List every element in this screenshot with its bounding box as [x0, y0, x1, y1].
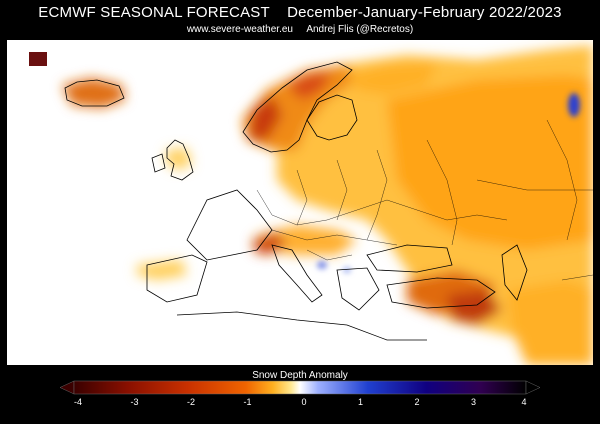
border-line-7 [546, 119, 578, 241]
central-asia-field [507, 280, 593, 365]
colorbar-tick: -1 [243, 397, 252, 407]
colorbar-tick: 3 [470, 397, 476, 407]
colorbar-tick: 0 [301, 397, 307, 407]
positive-anomaly [317, 93, 580, 273]
alps-west-field [252, 232, 287, 255]
legend-title: Snow Depth Anomaly [252, 370, 348, 381]
balkans-positive [317, 261, 327, 269]
source-url: www.severe-weather.eu [186, 24, 293, 35]
iberia-outline [146, 254, 208, 303]
border-line-8 [476, 179, 593, 191]
colorbar-tick: -2 [186, 397, 195, 407]
colorbar-tick: 4 [521, 397, 527, 407]
colorbar-tick: -4 [73, 397, 82, 407]
colorbar-right-arrow [525, 380, 540, 395]
border-line-3 [336, 159, 348, 221]
map-subtitle: www.severe-weather.eu Andrej Flis (@Recr… [0, 24, 600, 35]
caspian-outline [501, 244, 528, 301]
map-title: ECMWF SEASONAL FORECAST December-January… [0, 4, 600, 21]
caucasus-field [447, 290, 502, 325]
urals-positive [568, 93, 580, 117]
uk-field [165, 148, 192, 170]
balkans-positive-2 [343, 267, 351, 273]
kola-field [347, 62, 437, 95]
uk-outline [166, 139, 194, 181]
north-africa-coast [176, 311, 427, 341]
colorbar-tick: -3 [130, 397, 139, 407]
italy-outline [271, 244, 323, 303]
europe-map [7, 40, 593, 365]
map-svg [7, 40, 593, 365]
borders [256, 119, 593, 281]
coastlines [64, 61, 528, 341]
border-line-10 [561, 274, 593, 281]
iberia-field [137, 260, 187, 280]
border-line-6 [271, 229, 398, 246]
border-line-4 [366, 149, 388, 241]
norway-coast-field [249, 95, 282, 140]
colorbar-gradient [73, 380, 527, 395]
colorbar-left-arrow [60, 380, 75, 395]
greenland-patch [29, 52, 47, 66]
turkey-outline [386, 277, 496, 309]
iceland-field [62, 78, 125, 108]
scandinavia-outline [242, 61, 353, 153]
colorbar-tick: 1 [357, 397, 363, 407]
greece-outline [336, 267, 380, 311]
border-line-9 [306, 249, 353, 261]
russia-field [387, 75, 593, 250]
border-line-1 [256, 189, 508, 226]
colorbar-tick: 2 [414, 397, 420, 407]
border-line-5 [426, 139, 458, 246]
ireland-outline [151, 153, 166, 173]
colorbar [60, 380, 540, 395]
finland-outline [306, 94, 358, 141]
iceland-outline [64, 79, 125, 107]
author-credit: Andrej Flis (@Recretos) [306, 24, 414, 35]
border-line-2 [296, 169, 308, 226]
black-sea-outline [366, 244, 453, 273]
title-period: December-January-February 2022/2023 [287, 4, 562, 21]
north-norway-field [287, 72, 332, 100]
title-model: ECMWF SEASONAL FORECAST [38, 4, 270, 21]
